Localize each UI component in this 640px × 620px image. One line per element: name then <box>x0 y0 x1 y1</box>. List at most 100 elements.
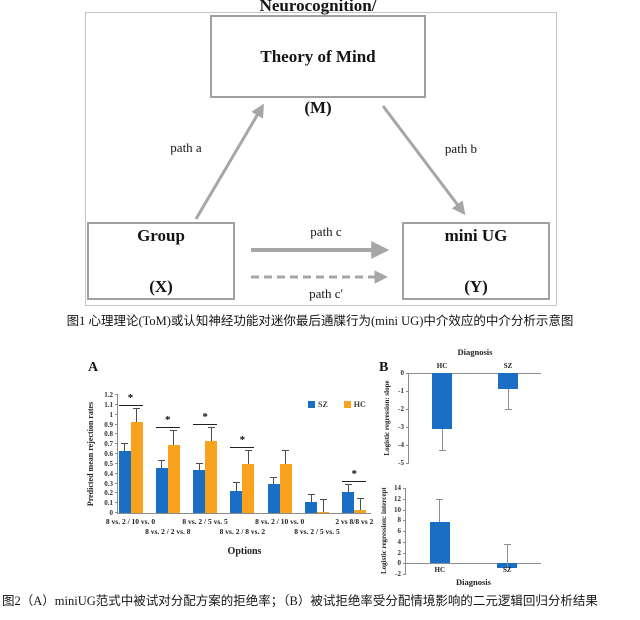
error-bar <box>347 485 349 493</box>
legend-item-hc: HC <box>343 400 366 409</box>
bar-sz <box>267 484 280 513</box>
legend-item-sz: SZ <box>308 400 328 409</box>
bar-hc <box>432 373 452 429</box>
y-tick-label: -5 <box>398 459 404 467</box>
y-tick-label: -4 <box>398 441 404 449</box>
y-tick-label: 8 <box>397 516 402 525</box>
bar-hc <box>279 463 292 513</box>
y-tick-label: 14 <box>394 484 401 492</box>
path-b-label: path b <box>444 141 478 156</box>
y-tick-label: 0.3 <box>104 479 113 488</box>
y-tick-mark <box>406 391 409 392</box>
error-bar-cap <box>133 407 140 409</box>
x-tick-label: 8 vs. 2 / 8 vs. 2 <box>219 527 266 536</box>
error-bar-cap <box>270 476 278 478</box>
error-bar <box>198 463 200 470</box>
bar-sz <box>230 491 243 513</box>
mediation-diagram: Neurocognition/Theory of Mind (M) Group (X… <box>85 0 557 306</box>
y-tick-label: -2 <box>395 570 401 578</box>
x-tick-label: 8 vs. 2 / 5 vs. 5 <box>294 527 340 536</box>
y-tick-label: -2 <box>398 405 404 413</box>
legend: SZ HC <box>308 400 366 409</box>
bar-sz <box>498 373 518 390</box>
x-category-label: SZ <box>503 362 513 370</box>
y-tick-mark <box>403 488 406 489</box>
figure2-caption: 图2（A）miniUG范式中被试对分配方案的拒绝率；（B）被试拒绝率受分配情境影… <box>2 594 598 608</box>
y-tick-label: 4 <box>397 537 402 546</box>
y-tick-mark <box>403 552 406 554</box>
bar-hc <box>242 463 255 513</box>
box-line: (Y) <box>464 276 488 296</box>
bar-sz <box>305 502 317 513</box>
y-tick-label: 6 <box>397 527 402 535</box>
error-bar <box>506 544 508 569</box>
bar-sz <box>118 451 131 513</box>
y-tick-mark <box>115 502 118 504</box>
logistic-slope-chart: Diagnosis Logistic regression: slope 0 -1… <box>383 347 541 467</box>
x-tick-label: 8 vs. 2 / 10 vs. 0 <box>255 517 305 526</box>
logistic-intercept-chart: Logistic regression: intercept Diagnosis… <box>380 484 541 587</box>
significance-star: * <box>230 435 255 449</box>
error-bar <box>310 495 312 503</box>
error-bar-cap <box>282 450 290 452</box>
rejection-rates-chart: Predicted mean rejection rates Options 0… <box>86 391 373 557</box>
y-tick-label: 0.2 <box>104 489 113 498</box>
y-tick-mark <box>403 531 406 532</box>
x-tick-label: 2 vs 8/8 vs 2 <box>335 517 374 526</box>
bar-sz <box>342 492 355 513</box>
x-tick-label: 8 vs. 2 / 10 vs. 0 <box>105 517 156 526</box>
y-tick-label: 0.5 <box>104 459 113 468</box>
path-a-arrow <box>194 103 264 220</box>
significance-star: * <box>193 412 218 426</box>
error-bar <box>210 428 212 442</box>
y-tick-mark <box>403 509 406 511</box>
y-tick-label: 2 <box>397 548 402 557</box>
y-tick-label: 0.1 <box>104 499 113 508</box>
y-tick-label: 10 <box>394 505 401 514</box>
y-tick-label: 0.8 <box>104 430 113 439</box>
bar-sz <box>155 467 168 513</box>
path-c-prime-label: path c' <box>309 286 343 301</box>
y-tick-label: 12 <box>394 494 401 503</box>
y-tick-mark <box>115 482 118 484</box>
error-bar <box>161 460 163 468</box>
chartB2-zero-line <box>406 563 541 565</box>
path-a-label: path a <box>170 140 202 155</box>
error-bar-cap <box>307 494 315 496</box>
box-line: mini UG <box>444 225 508 245</box>
error-bar <box>441 428 443 451</box>
bar-hc <box>167 445 180 513</box>
panel-a-label: A <box>88 360 99 375</box>
predictor-box: Group (X) <box>87 222 235 300</box>
error-bar-cap <box>244 450 252 452</box>
bar-hc <box>429 522 450 564</box>
y-tick-mark <box>403 498 406 500</box>
y-tick-mark <box>115 492 118 494</box>
error-bar-cap <box>504 409 512 410</box>
y-tick-mark <box>406 445 409 446</box>
y-tick-mark <box>115 423 118 425</box>
error-bar <box>322 500 324 513</box>
error-bar-cap <box>121 443 128 445</box>
y-tick-label: 0 <box>109 509 114 517</box>
y-tick-label: -1 <box>398 387 404 395</box>
error-bar <box>124 444 125 452</box>
y-tick-mark <box>406 427 409 428</box>
bar-hc <box>205 441 218 513</box>
x-tick-label: 8 vs. 2 / 5 vs. 5 <box>182 517 228 526</box>
y-tick-label: 0 <box>400 369 405 377</box>
error-bar <box>507 389 509 409</box>
y-tick-mark <box>403 563 406 565</box>
error-bar-cap <box>438 450 446 452</box>
box-line: Neurocognition/ <box>259 0 377 15</box>
x-category-label: SZ <box>502 566 512 575</box>
error-bar-cap <box>170 430 178 432</box>
error-bar-cap <box>344 484 352 486</box>
bar-hc <box>317 512 329 513</box>
error-bar-cap <box>503 544 511 546</box>
error-bar <box>173 431 175 446</box>
box-line: Group <box>137 225 185 245</box>
y-tick-mark <box>115 443 118 445</box>
y-tick-label: 0.7 <box>104 440 113 449</box>
error-bar <box>439 499 441 523</box>
